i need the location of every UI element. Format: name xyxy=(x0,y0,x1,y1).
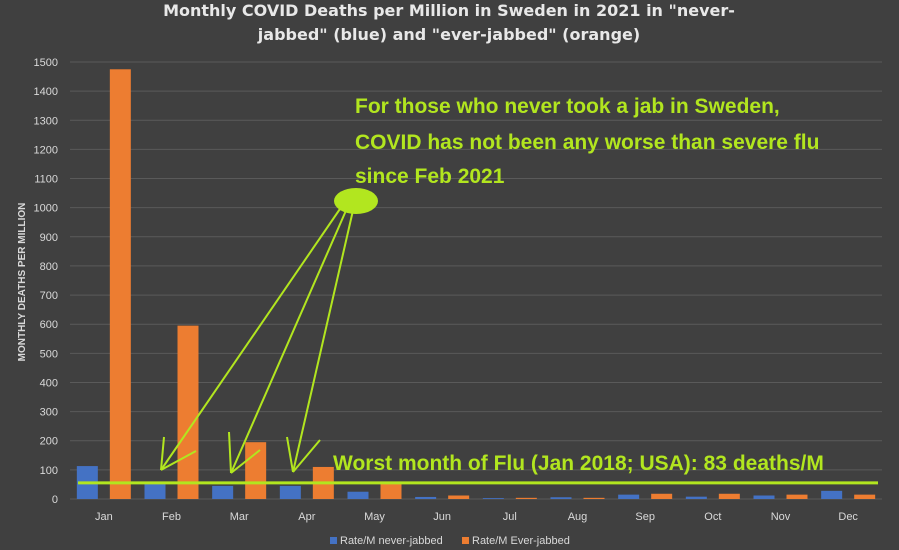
y-axis-label: MONTHLY DEATHS PER MILLION xyxy=(17,203,28,362)
bar-ever-jabbed-mar xyxy=(245,442,267,499)
y-tick-label: 800 xyxy=(40,261,58,273)
chart-title-line2: jabbed" (blue) and "ever-jabbed" (orange… xyxy=(257,25,640,44)
legend-swatch xyxy=(462,537,469,544)
bar-never-jabbed-nov xyxy=(753,495,775,499)
annotation-line-2: COVID has not been any worse than severe… xyxy=(355,131,819,154)
y-tick-label: 400 xyxy=(40,377,58,389)
bar-ever-jabbed-may xyxy=(380,482,402,499)
y-tick-label: 1300 xyxy=(34,115,58,127)
x-tick-label: May xyxy=(364,511,385,523)
y-tick-label: 500 xyxy=(40,348,58,360)
legend-label: Rate/M never-jabbed xyxy=(340,535,443,547)
arrow-head xyxy=(228,431,232,474)
chart-title: Monthly COVID Deaths per Million in Swed… xyxy=(163,1,735,20)
arrow-head xyxy=(230,449,261,474)
bar-ever-jabbed-sep xyxy=(651,493,673,499)
annotation-arrow xyxy=(230,205,349,474)
legend-label: Rate/M Ever-jabbed xyxy=(472,535,570,547)
x-tick-label: Oct xyxy=(704,511,721,523)
x-tick-label: Nov xyxy=(771,511,791,523)
x-tick-label: Apr xyxy=(298,511,315,523)
y-tick-label: 300 xyxy=(40,407,58,419)
bar-ever-jabbed-oct xyxy=(718,493,740,499)
annotation-arrows xyxy=(160,188,378,474)
annotation-arrow xyxy=(160,205,343,471)
bar-never-jabbed-jun xyxy=(415,496,437,499)
bar-never-jabbed-sep xyxy=(618,494,640,499)
x-tick-label: Jun xyxy=(433,511,451,523)
bar-ever-jabbed-jun xyxy=(448,495,470,499)
legend-swatch xyxy=(330,537,337,544)
annotation-arrow xyxy=(292,205,355,473)
bar-never-jabbed-mar xyxy=(212,485,234,499)
bar-ever-jabbed-aug xyxy=(583,497,605,499)
bars xyxy=(76,69,876,500)
annotation-blob xyxy=(334,188,378,214)
bar-ever-jabbed-nov xyxy=(786,494,808,499)
arrow-head xyxy=(160,450,197,471)
reference-line-label: Worst month of Flu (Jan 2018; USA): 83 d… xyxy=(333,452,824,475)
bar-never-jabbed-apr xyxy=(279,485,301,499)
y-tick-label: 200 xyxy=(40,436,58,448)
x-tick-label: Mar xyxy=(230,511,249,523)
bar-never-jabbed-feb xyxy=(144,482,166,499)
y-tick-label: 900 xyxy=(40,232,58,244)
arrow-head xyxy=(160,436,165,471)
bar-never-jabbed-oct xyxy=(685,496,707,499)
y-ticks: 0 100 200 300 400 500 600 700 800 900 1000 1100 1200… xyxy=(34,57,58,506)
y-tick-label: 600 xyxy=(40,319,58,331)
x-tick-label: Jan xyxy=(95,511,113,523)
bar-ever-jabbed-dec xyxy=(854,494,876,499)
bar-never-jabbed-aug xyxy=(550,497,572,499)
bar-ever-jabbed-jan xyxy=(109,69,131,500)
x-tick-label: Sep xyxy=(635,511,655,523)
bar-ever-jabbed-jul xyxy=(515,497,537,499)
y-tick-label: 100 xyxy=(40,465,58,477)
x-tick-label: Jul xyxy=(503,511,517,523)
y-tick-label: 700 xyxy=(40,290,58,302)
x-tick-label: Feb xyxy=(162,511,181,523)
bar-never-jabbed-jul xyxy=(482,498,504,499)
y-tick-label: 1100 xyxy=(34,174,58,186)
bar-ever-jabbed-feb xyxy=(177,325,199,499)
annotation-line-3: since Feb 2021 xyxy=(355,165,505,188)
bar-never-jabbed-may xyxy=(347,491,369,499)
annotation-line-1: For those who never took a jab in Sweden… xyxy=(355,95,780,118)
grid xyxy=(70,61,882,500)
legend: Rate/M never-jabbed Rate/M Ever-jabbed xyxy=(330,535,570,547)
y-tick-label: 0 xyxy=(52,494,58,506)
arrow-head xyxy=(286,436,294,473)
x-tick-label: Dec xyxy=(838,511,858,523)
y-tick-label: 1200 xyxy=(34,144,58,156)
arrow-head xyxy=(292,439,321,473)
annotation: For those who never took a jab in Sweden… xyxy=(355,95,819,188)
y-tick-label: 1500 xyxy=(34,57,58,69)
x-tick-label: Aug xyxy=(568,511,588,523)
bar-never-jabbed-dec xyxy=(821,490,843,499)
x-ticks: Jan Feb Mar Apr May Jun Jul Aug Sep Oct Nov Dec xyxy=(95,511,858,523)
y-tick-label: 1400 xyxy=(34,86,58,98)
y-tick-label: 1000 xyxy=(34,203,58,215)
